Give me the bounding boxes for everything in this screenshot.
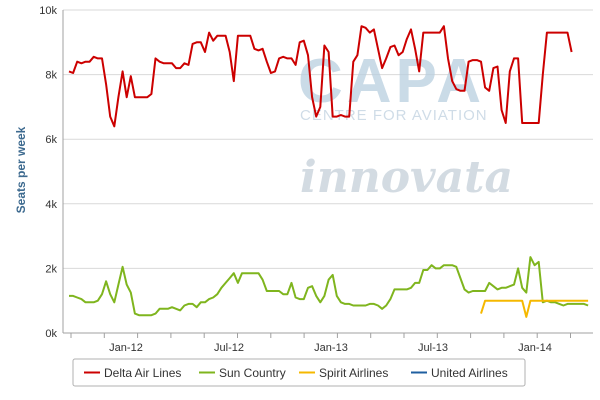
legend-entry-label: Delta Air Lines — [104, 366, 181, 380]
x-tick-label: Jan-14 — [518, 342, 552, 354]
y-tick-label: 6k — [45, 134, 57, 146]
series-line-sun-country — [69, 256, 589, 317]
series-line-delta-air-lines — [68, 25, 573, 128]
gridlines — [63, 9, 593, 269]
legend-entry-label: United Airlines — [431, 366, 508, 380]
y-tick-label: 4k — [45, 199, 57, 211]
axes: 0k 2k 4k 6k 8k 10k Jan-12 Jul-12 Jan-13 Jul-13 Jan… — [39, 5, 593, 354]
x-tick-label: Jan-12 — [109, 342, 143, 354]
legend: Delta Air Lines Sun Country Spirit Airline… — [72, 358, 526, 387]
y-tick-label: 10k — [39, 5, 57, 17]
innovata-watermark: innovata — [300, 152, 513, 203]
y-tick-label: 0k — [45, 328, 57, 340]
series-line-spirit-airlines — [480, 299, 589, 318]
capa-watermark-subtitle: CENTRE FOR AVIATION — [300, 107, 488, 124]
y-tick-label: 8k — [45, 70, 57, 82]
y-axis-label: Seats per week — [14, 126, 28, 213]
x-tick-label: Jan-13 — [314, 342, 348, 354]
series-lines — [68, 25, 589, 318]
x-tick-label: Jul-13 — [418, 342, 448, 354]
legend-entry-label: Sun Country — [219, 366, 286, 380]
x-tick-label: Jul-12 — [214, 342, 244, 354]
legend-entry-label: Spirit Airlines — [319, 366, 388, 380]
y-tick-label: 2k — [45, 263, 57, 275]
capa-watermark: CAPA — [298, 47, 485, 116]
